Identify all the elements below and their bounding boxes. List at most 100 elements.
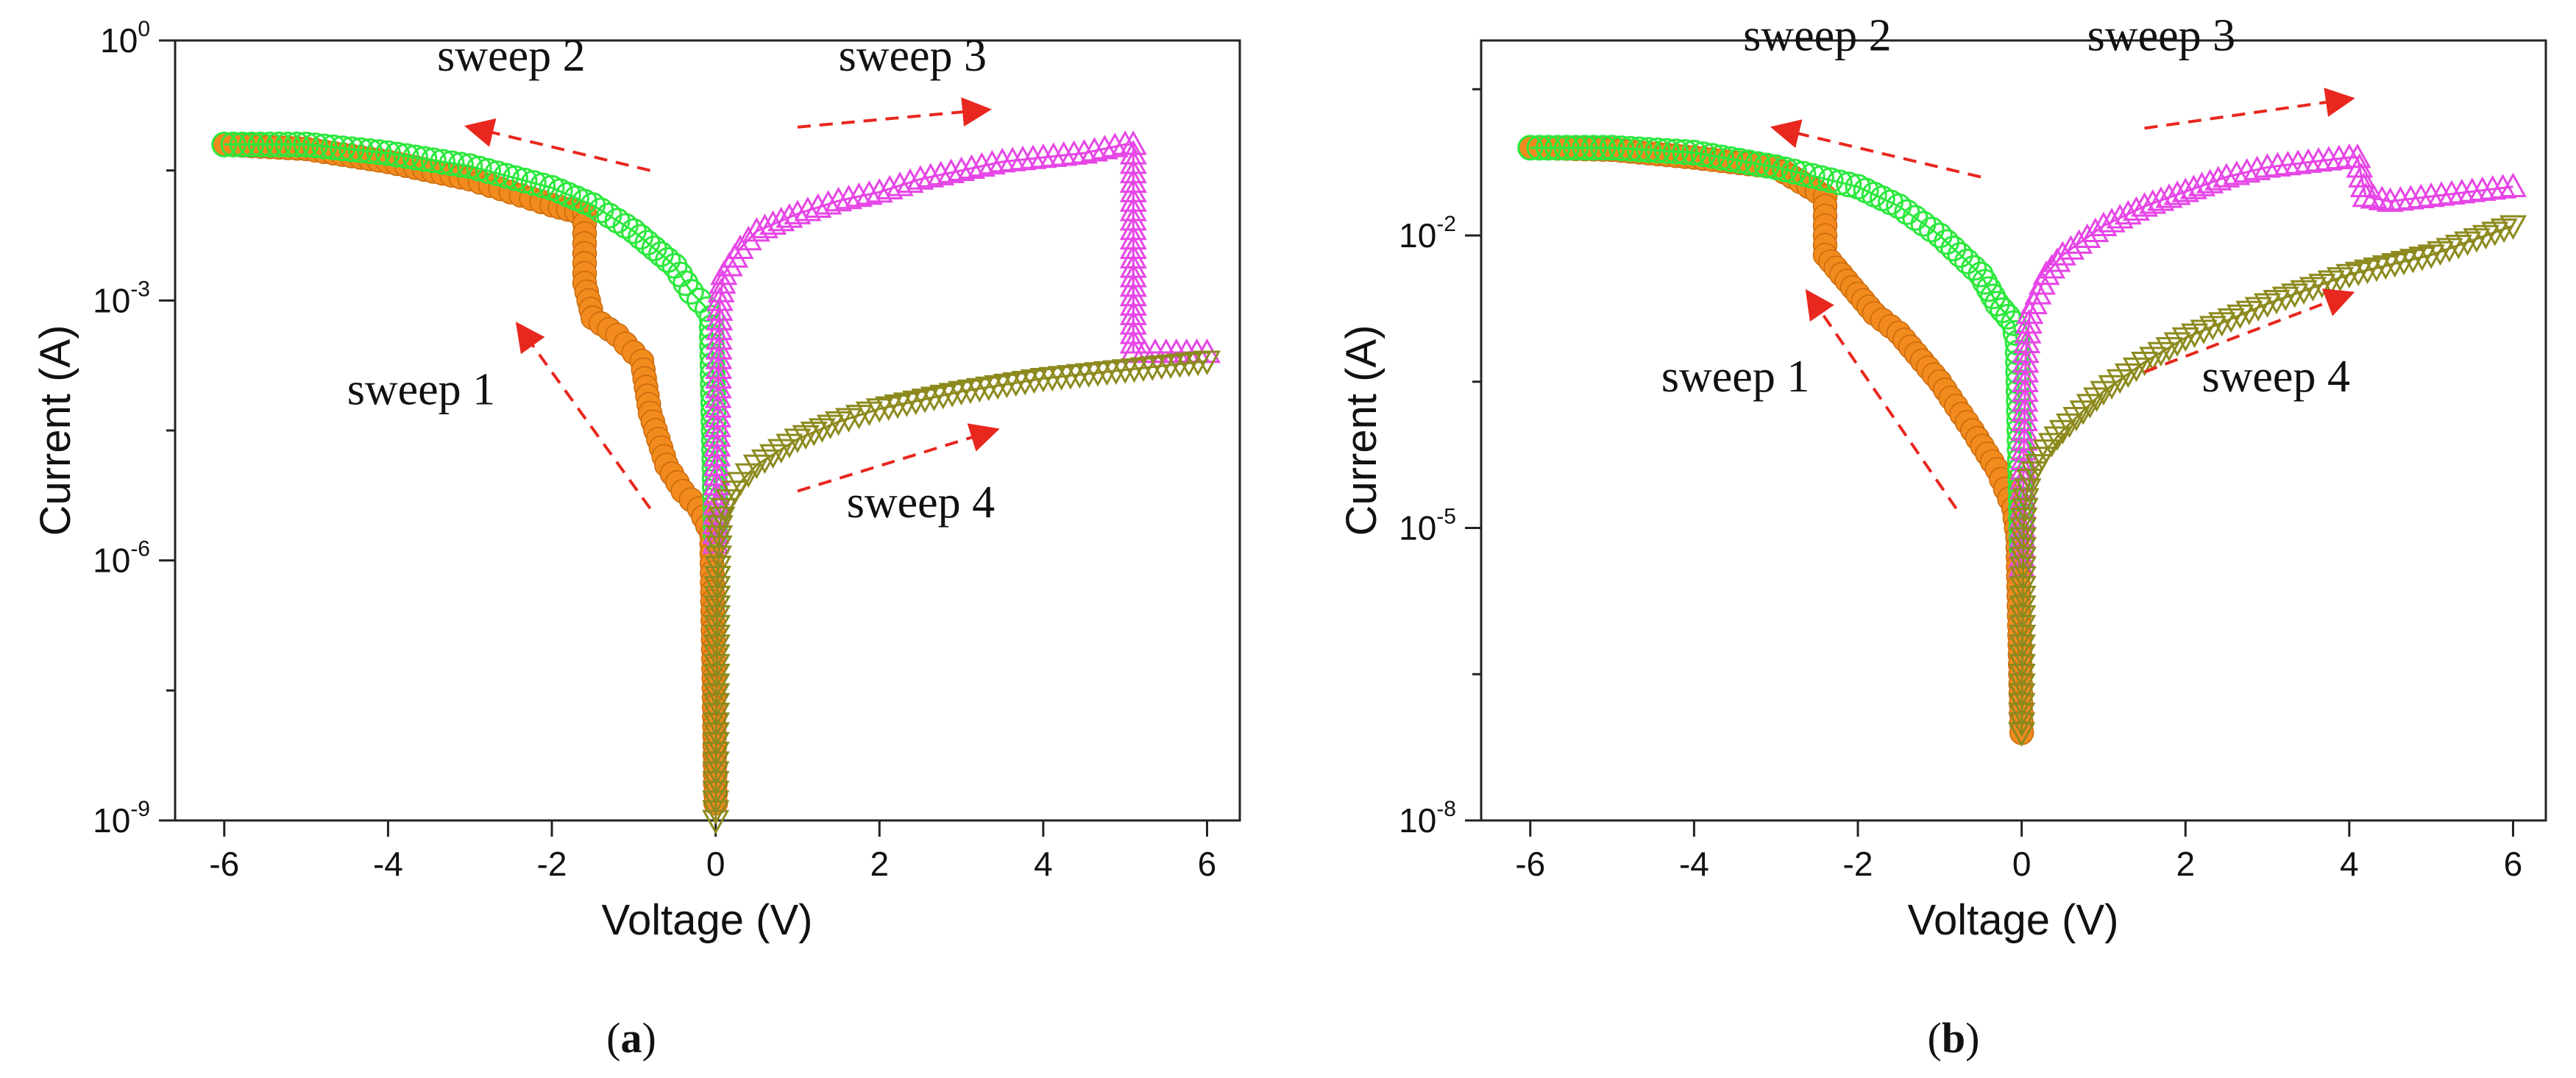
panel-a-sweep-4-point (920, 386, 948, 411)
panel-b-sweep-3-point (2349, 172, 2377, 198)
panel-a-sweep-2-point (320, 134, 347, 160)
panel-a-sweep-2-point (393, 143, 419, 169)
panel-a-sweep-4-point (1193, 350, 1221, 375)
panel-a-sweep-4-point (808, 418, 836, 443)
panel-a-sweep-4-point (993, 373, 1021, 399)
panel-b-sweep-3-point (2263, 152, 2292, 177)
panel-a-sweep-1-line (224, 143, 717, 804)
panel-a-sweep-4-point (1011, 370, 1039, 396)
panel-a-sweep-label-0: sweep 2 (437, 31, 585, 81)
panel-a-sweep-4-point (965, 377, 993, 403)
panel-b-chart: -6 -4 -2 0 2 4 610-210-510-8 sweep 2 sweep 3swe… (1338, 10, 2547, 944)
panel-b-sweep-2-point (1580, 135, 1607, 161)
panel-b-sweep-3-point (2417, 182, 2445, 208)
panel-b-sweep-4-point (2062, 407, 2090, 432)
panel-b-sweep-3-point (2458, 177, 2486, 202)
panel-a-sweep-2-point (511, 167, 538, 194)
panel-a-x-tick-label-3: 0 (706, 845, 725, 883)
panel-b-sweep-3-point (2368, 185, 2396, 210)
panel-b-sweep-4-point (2381, 252, 2409, 278)
panel-a-sweep-2-point (402, 144, 429, 171)
panel-b-sweep-3-point (2243, 155, 2271, 180)
panel-b-sweep-2-point (1926, 222, 1953, 249)
panel-a-sweep-2-point (238, 131, 265, 157)
panel-a-sweep-label-3: sweep 4 (847, 478, 995, 528)
panel-b-sweep-3-point (2352, 182, 2380, 208)
panel-b-sweep-3-point (2147, 186, 2175, 211)
panel-a-sweep-3-point (865, 178, 893, 203)
panel-a-sweep-3-point (1119, 234, 1147, 259)
panel-a-sweep-3-point (1119, 206, 1147, 231)
panel-a-sweep-2-point (484, 160, 511, 187)
panel-a-sweep-2-point (230, 131, 256, 157)
panel-a-sweep-3-point (707, 277, 735, 302)
panel-b-sweep-4-point (2363, 257, 2391, 283)
panel-a-sweep-3-point (1119, 140, 1147, 165)
panel-b-sweep-2-point (1940, 235, 1967, 262)
panel-b-sweep-3-point (2037, 254, 2065, 279)
panel-a-sweep-4-point (911, 389, 939, 414)
panel-a-sweep-2-point (457, 153, 483, 180)
panel-a-sweep-2-point (220, 131, 246, 157)
panel-a-sweep-label-2: sweep 1 (347, 365, 495, 415)
panel-a-sweep-3-point (1119, 177, 1147, 202)
panel-b-sweep-3-point (2427, 181, 2455, 206)
panel-b-sweep-label-0: sweep 2 (1743, 10, 1891, 60)
panel-b-sweep-2-point (1636, 137, 1662, 163)
panel-b-axes: -6 -4 -2 0 2 4 6 10-2 10-5 10-8 (1399, 88, 2522, 883)
panel-a-sweep-2-point (357, 138, 383, 164)
panel-a-x-axis-label: Voltage (V) (602, 896, 813, 944)
panel-a-sweep-4-point (816, 414, 845, 440)
panel-b-sweep-3-point (2499, 172, 2527, 198)
panel-a-sweep-2-point (274, 131, 301, 157)
panel-b-sweep-2-point (1968, 261, 1994, 288)
panel-a-sweep-2-point (247, 131, 274, 157)
panel-b-sweep-4-point (2499, 215, 2527, 240)
panel-b-x-axis-label: Voltage (V) (1908, 896, 2119, 944)
panel-a-sweep-3-point (1119, 149, 1147, 174)
panel-a-sweep-3-point (968, 152, 996, 177)
panel-a-sweep-2-point (384, 141, 411, 168)
panel-b-sweep-2-point (1517, 135, 1544, 161)
panel-b-sweep-3-point (2032, 260, 2060, 286)
panel-a-sweep-3-point (706, 286, 734, 311)
panel-b-sweep-4-point (2043, 426, 2071, 451)
panel-b-sweep-3-point (2233, 157, 2261, 183)
panel-a-sweep-3-point (1119, 253, 1147, 278)
panel-a-sweep-2-point (420, 147, 447, 174)
panel-b-sweep-4-point (2335, 263, 2363, 289)
panel-a-sweep-3-point (978, 149, 1006, 175)
panel-b-sweep-2-point (1954, 248, 1980, 274)
panel-a-sweep-3-point (1119, 168, 1147, 194)
panel-a-y-tick-label-3: 10-9 (93, 797, 150, 840)
panel-a-sweep-3-point (948, 156, 976, 181)
panel-b-sweep-3-point (2396, 185, 2424, 210)
panel-a-sweep-2-point (503, 165, 529, 191)
panel-b-sweep-1-line (1530, 146, 2023, 733)
panel-b-sweep-4-point (2399, 249, 2427, 274)
panel-b-sweep-4-point (2344, 261, 2372, 287)
panel-a-y-tick-label-2: 10-6 (93, 537, 150, 580)
panel-a-sweep-3-point (1119, 272, 1147, 297)
panel-b-caption: (b) (1928, 1014, 1980, 1062)
panel-a-sweep-3-point (876, 174, 904, 199)
panel-b-sweep-label-3: sweep 4 (2202, 352, 2350, 402)
panel-a-sweep-4-point (902, 390, 930, 416)
panel-b-sweep-3-point (2469, 176, 2497, 202)
panel-a-x-tick-label-2: -2 (537, 845, 567, 883)
panel-a-sweep-3-point (815, 190, 842, 215)
panel-b-sweep-arrow-1 (2144, 88, 2355, 130)
panel-b-sweep-3-point (2204, 166, 2232, 191)
panel-b-sweep-2-point (1972, 269, 1998, 295)
panel-b-y-tick-label-2: 10-8 (1399, 797, 1456, 840)
panel-b-sweep-4-point (2354, 259, 2382, 285)
panel-a-sweep-4-point (708, 506, 736, 531)
panel-b-sweep-2-point (1653, 138, 1680, 164)
panel-b-sweep-2-point (1736, 149, 1762, 176)
panel-a-sweep-4-point (1002, 372, 1030, 397)
panel-b-sweep-3-point (2489, 174, 2517, 199)
panel-a-sweep-2-point (211, 131, 238, 157)
panel-a-sweep-3-point (784, 199, 812, 224)
panel-a-chart: -6 -4 -2 0 2 4 6 100 10-3 10-6 10-9 sweep 2 sweep 3… (32, 17, 1241, 944)
